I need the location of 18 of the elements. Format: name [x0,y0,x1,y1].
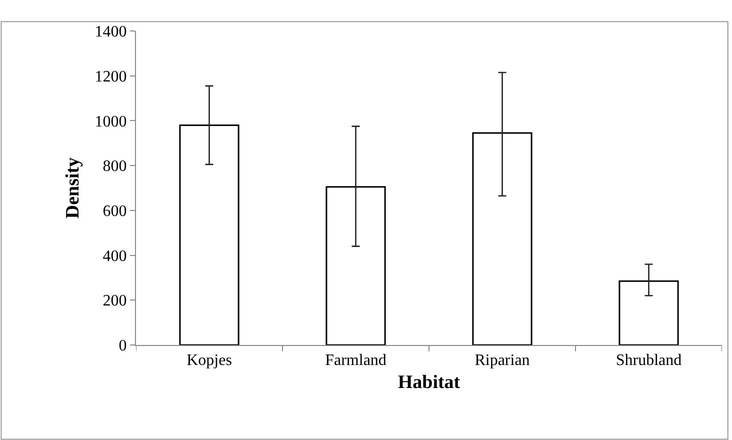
x-tick-label: Shrubland [616,352,682,370]
y-tick-label: 600 [102,203,127,220]
bar [472,132,532,345]
y-tick-label: 1000 [94,113,127,130]
y-axis-title: Density [62,156,84,219]
y-tick-label: 800 [102,158,127,176]
y-tick-label: 400 [102,248,127,265]
y-tick-label: 1200 [94,68,127,86]
bar [618,280,679,345]
y-tick-label: 1400 [94,24,127,41]
x-tick-label: Kopjes [186,352,232,370]
x-axis-title: Habitat [398,372,461,393]
x-tick-label: Farmland [325,352,386,370]
y-tick-label: 0 [118,338,127,355]
x-tick-label: Riparian [474,352,530,370]
bar [179,124,240,345]
bar [326,186,386,345]
y-tick-label: 200 [102,292,127,310]
